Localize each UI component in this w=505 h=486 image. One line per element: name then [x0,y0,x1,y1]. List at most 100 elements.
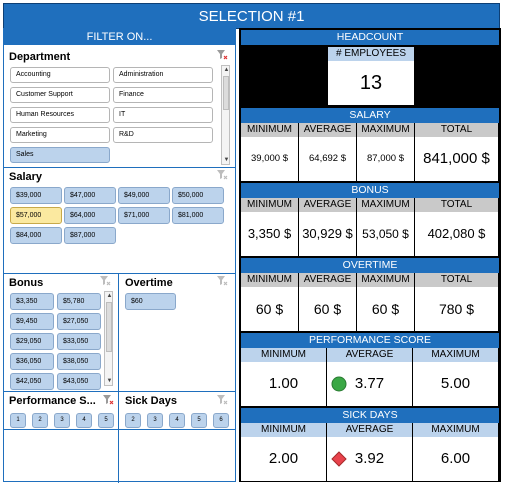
selection-title: SELECTION #1 [3,3,500,29]
department-scrollbar[interactable]: ▲ ▼ [221,65,230,165]
salary-col-header: TOTAL [415,123,499,137]
salary-header: SALARY [241,108,499,123]
bonus-value: 3,350 $ [241,212,299,256]
salary-value: 64,692 $ [299,137,357,181]
sickdays-header: SICK DAYS [241,408,499,423]
sickdays-value: 6.00 [440,450,471,467]
salary-item[interactable]: $87,000 [64,227,116,244]
overtime-col-header: MINIMUM [241,273,299,287]
red-diamond-icon [331,451,347,467]
department-item[interactable]: Customer Support [10,87,110,103]
performance-item[interactable]: 1 [10,413,26,428]
clear-filter-icon[interactable] [100,276,111,286]
bonus-col-header: AVERAGE [299,198,357,212]
clear-filter-icon[interactable] [217,276,228,286]
bonus-item[interactable]: $5,780 [57,293,101,310]
bonus-item[interactable]: $9,450 [10,313,54,330]
salary-slicer-title: Salary [9,171,43,183]
performance-value: 1.00 [268,375,299,392]
salary-item[interactable]: $47,000 [64,187,116,204]
bonus-item[interactable]: $36,050 [10,353,54,370]
bonus-item[interactable]: $43,050 [57,373,101,390]
clear-filter-icon[interactable] [217,170,228,180]
scroll-down-icon[interactable]: ▼ [106,378,113,384]
salary-item[interactable]: $50,000 [172,187,224,204]
sickdays-item[interactable]: 4 [169,413,185,428]
salary-item[interactable]: $49,000 [118,187,170,204]
salary-item[interactable]: $64,000 [64,207,116,224]
overtime-col-header: TOTAL [415,273,499,287]
performance-value-cell: 5.00 [413,362,499,406]
department-item[interactable]: Sales [10,147,110,163]
department-item[interactable]: Finance [113,87,213,103]
salary-item[interactable]: $57,000 [10,207,62,224]
bonus-header: BONUS [241,183,499,198]
bonus-item[interactable]: $33,050 [57,333,101,350]
scroll-up-icon[interactable]: ▲ [223,67,230,73]
bonus-item[interactable]: $42,050 [10,373,54,390]
salary-value: 841,000 $ [415,137,499,181]
salary-item[interactable]: $84,000 [10,227,62,244]
overtime-value: 60 $ [241,287,299,331]
sickdays-item[interactable]: 5 [191,413,207,428]
green-circle-icon [331,376,347,392]
bonus-value: 53,050 $ [357,212,415,256]
sickdays-item[interactable]: 6 [213,413,229,428]
sickdays-value-cell: 3.92 [327,437,413,481]
performance-col-header: MINIMUM [241,348,327,362]
sickdays-item[interactable]: 3 [147,413,163,428]
scroll-up-icon[interactable]: ▲ [106,293,113,299]
performance-col-header: MAXIMUM [413,348,499,362]
department-item[interactable]: IT [113,107,213,123]
overtime-item[interactable]: $60 [125,293,176,310]
performance-header: PERFORMANCE SCORE [241,333,499,348]
employees-value: 13 [328,61,414,105]
clear-filter-icon[interactable] [103,395,114,405]
performance-item[interactable]: 2 [32,413,48,428]
performance-item[interactable]: 3 [54,413,70,428]
salary-item[interactable]: $81,000 [172,207,224,224]
overtime-col-header: MAXIMUM [357,273,415,287]
department-item[interactable]: Accounting [10,67,110,83]
overtime-header: OVERTIME [241,258,499,273]
salary-col-header: MAXIMUM [357,123,415,137]
performance-value-cell: 1.00 [241,362,327,406]
department-item[interactable]: Human Resources [10,107,110,123]
bonus-value: 30,929 $ [299,212,357,256]
performance-value-cell: 3.77 [327,362,413,406]
salary-value: 87,000 $ [357,137,415,181]
bonus-item[interactable]: $29,050 [10,333,54,350]
salary-item[interactable]: $39,000 [10,187,62,204]
overtime-value: 780 $ [415,287,499,331]
sickdays-value-cell: 2.00 [241,437,327,481]
performance-item[interactable]: 5 [98,413,114,428]
scroll-thumb[interactable] [106,302,112,352]
sickdays-value: 3.92 [354,450,385,467]
department-slicer-title: Department [9,51,71,63]
clear-filter-icon[interactable] [217,50,228,60]
scroll-thumb[interactable] [223,76,229,110]
clear-filter-icon[interactable] [217,395,228,405]
bonus-slicer-title: Bonus [9,277,44,289]
scroll-down-icon[interactable]: ▼ [223,157,230,163]
sickdays-item[interactable]: 2 [125,413,141,428]
department-item[interactable]: Administration [113,67,213,83]
bonus-scrollbar[interactable]: ▲ ▼ [104,291,113,386]
overtime-slicer-title: Overtime [125,277,173,289]
bonus-item[interactable]: $3,350 [10,293,54,310]
filter-panel: FILTER ON... Department Accounting Admini… [3,28,236,483]
sickdays-value: 2.00 [268,450,299,467]
salary-item[interactable]: $71,000 [118,207,170,224]
department-item[interactable]: R&D [113,127,213,143]
filter-header: FILTER ON... [4,29,235,45]
headcount-header: HEADCOUNT [241,30,499,45]
performance-item[interactable]: 4 [76,413,92,428]
sickdays-slicer-title: Sick Days [125,395,177,407]
bonus-item[interactable]: $38,050 [57,353,101,370]
bonus-item[interactable]: $27,050 [57,313,101,330]
sickdays-value-cell: 6.00 [413,437,499,481]
salary-col-header: MINIMUM [241,123,299,137]
performance-value: 5.00 [440,375,471,392]
department-item[interactable]: Marketing [10,127,110,143]
salary-value: 39,000 $ [241,137,299,181]
